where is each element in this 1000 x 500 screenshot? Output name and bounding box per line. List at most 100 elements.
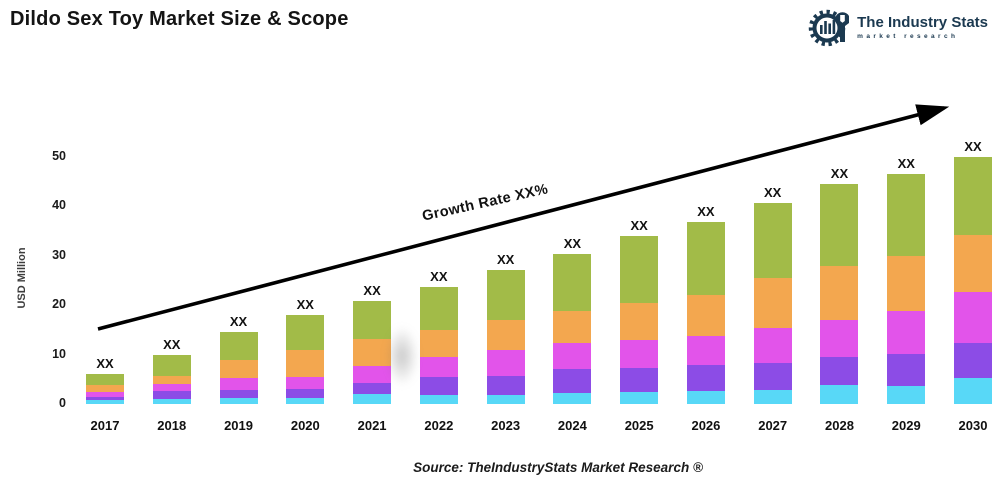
bar-segment-purple <box>219 390 258 398</box>
bar-segment-cyan <box>620 391 659 404</box>
stacked-bar-2019 <box>219 332 258 404</box>
bar-segment-orange <box>753 278 792 328</box>
bar-segment-orange <box>353 338 392 367</box>
bar-segment-purple <box>887 353 926 387</box>
bar-segment-orange <box>553 311 592 343</box>
bar-segment-purple <box>486 375 525 395</box>
bar-segment-green <box>887 174 926 257</box>
bar-segment-orange <box>286 349 325 377</box>
bar-segment-green <box>486 269 525 320</box>
x-tick-label: 2027 <box>758 418 788 433</box>
x-tick-label: 2021 <box>357 418 387 433</box>
bar-segment-green <box>353 301 392 339</box>
x-tick-label: 2025 <box>624 418 654 433</box>
bar-segment-orange <box>887 256 926 311</box>
bar-segment-magenta <box>86 392 124 397</box>
x-tick-label: 2019 <box>224 418 253 433</box>
bar-segment-cyan <box>553 393 592 404</box>
stacked-bar-2029 <box>887 174 926 404</box>
x-tick-label: 2030 <box>958 418 988 433</box>
bar-segment-green <box>86 373 124 386</box>
bar-segment-cyan <box>820 384 859 404</box>
bar-segment-purple <box>620 367 659 392</box>
bar-value-label: XX <box>163 336 181 352</box>
bar-segment-green <box>286 315 325 350</box>
bar-value-label: XX <box>96 355 114 371</box>
bar-segment-green <box>553 253 592 312</box>
bar-segment-purple <box>419 376 458 395</box>
source-note: Source: TheIndustryStats Market Research… <box>413 460 703 475</box>
bar-segment-magenta <box>419 357 458 377</box>
stacked-bar-2028 <box>820 184 859 404</box>
bar-segment-magenta <box>553 342 592 370</box>
bar-segment-magenta <box>219 378 258 391</box>
bar-value-label: XX <box>563 235 582 251</box>
bar-segment-orange <box>86 385 124 393</box>
bar-segment-cyan <box>86 400 124 404</box>
stacked-bar-2024 <box>553 253 592 404</box>
bar-segment-orange <box>954 235 992 292</box>
bar-segment-green <box>620 235 659 303</box>
x-tick-label: 2029 <box>891 418 921 433</box>
bar-segment-magenta <box>820 320 859 358</box>
x-tick-label: 2024 <box>557 418 587 433</box>
industry-stats-logo[interactable]: The Industry Stats market research <box>808 6 988 48</box>
y-tick-label: 10 <box>52 346 66 361</box>
bar-segment-green <box>219 332 258 361</box>
bar-segment-purple <box>152 391 191 400</box>
x-tick-label: 2017 <box>90 418 120 433</box>
bar-segment-cyan <box>954 378 992 404</box>
bar-segment-cyan <box>887 386 926 404</box>
stacked-bar-2023 <box>486 269 525 404</box>
bar-segment-magenta <box>753 327 792 363</box>
bar-value-label: XX <box>363 283 381 299</box>
growth-rate-label: Growth Rate XX% <box>420 181 550 225</box>
bar-segment-cyan <box>152 399 191 404</box>
bar-segment-orange <box>686 294 725 337</box>
x-tick-label: 2018 <box>157 418 187 433</box>
bar-segment-magenta <box>152 383 191 392</box>
bar-segment-cyan <box>353 394 392 404</box>
bar-segment-purple <box>686 364 725 391</box>
bar-segment-green <box>419 287 458 330</box>
bar-segment-orange <box>152 376 191 384</box>
stacked-bar-2026 <box>686 221 725 404</box>
bar-segment-green <box>686 221 725 295</box>
print-artifact-smudge <box>386 326 418 386</box>
stacked-bar-2017 <box>86 373 124 404</box>
bar-segment-orange <box>486 319 525 351</box>
stacked-bar-2030 <box>954 156 992 405</box>
bar-segment-purple <box>286 388 325 398</box>
stacked-bar-2025 <box>620 235 659 404</box>
logo-text: The Industry Stats market research <box>857 14 988 40</box>
bar-segment-purple <box>753 362 792 390</box>
bar-segment-cyan <box>753 389 792 404</box>
bar-segment-orange <box>219 360 258 379</box>
x-tick-label: 2022 <box>424 418 454 433</box>
bar-value-label: XX <box>964 138 982 154</box>
bar-segment-magenta <box>954 291 992 344</box>
bar-segment-orange <box>620 302 659 340</box>
bar-segment-cyan <box>286 397 325 404</box>
y-tick-label: 0 <box>59 396 66 410</box>
x-tick-label: 2026 <box>691 418 721 433</box>
bar-value-label: XX <box>229 314 248 330</box>
x-tick-label: 2023 <box>491 418 521 433</box>
bar-segment-cyan <box>486 394 525 404</box>
stacked-bar-2027 <box>753 202 792 404</box>
x-tick-label: 2028 <box>825 418 854 433</box>
bar-segment-orange <box>820 265 859 321</box>
bar-value-label: XX <box>830 166 849 182</box>
bar-segment-magenta <box>486 350 525 376</box>
bar-segment-magenta <box>620 339 659 368</box>
bar-value-label: XX <box>697 203 715 219</box>
bar-segment-magenta <box>887 310 926 354</box>
bar-segment-green <box>820 184 859 266</box>
bar-segment-cyan <box>419 394 458 404</box>
bar-segment-purple <box>553 369 592 394</box>
bar-segment-cyan <box>219 397 258 404</box>
y-tick-label: 50 <box>52 148 66 163</box>
bar-value-label: XX <box>296 297 314 313</box>
bar-value-label: XX <box>496 251 515 267</box>
logo-subtitle: market research <box>857 33 959 40</box>
